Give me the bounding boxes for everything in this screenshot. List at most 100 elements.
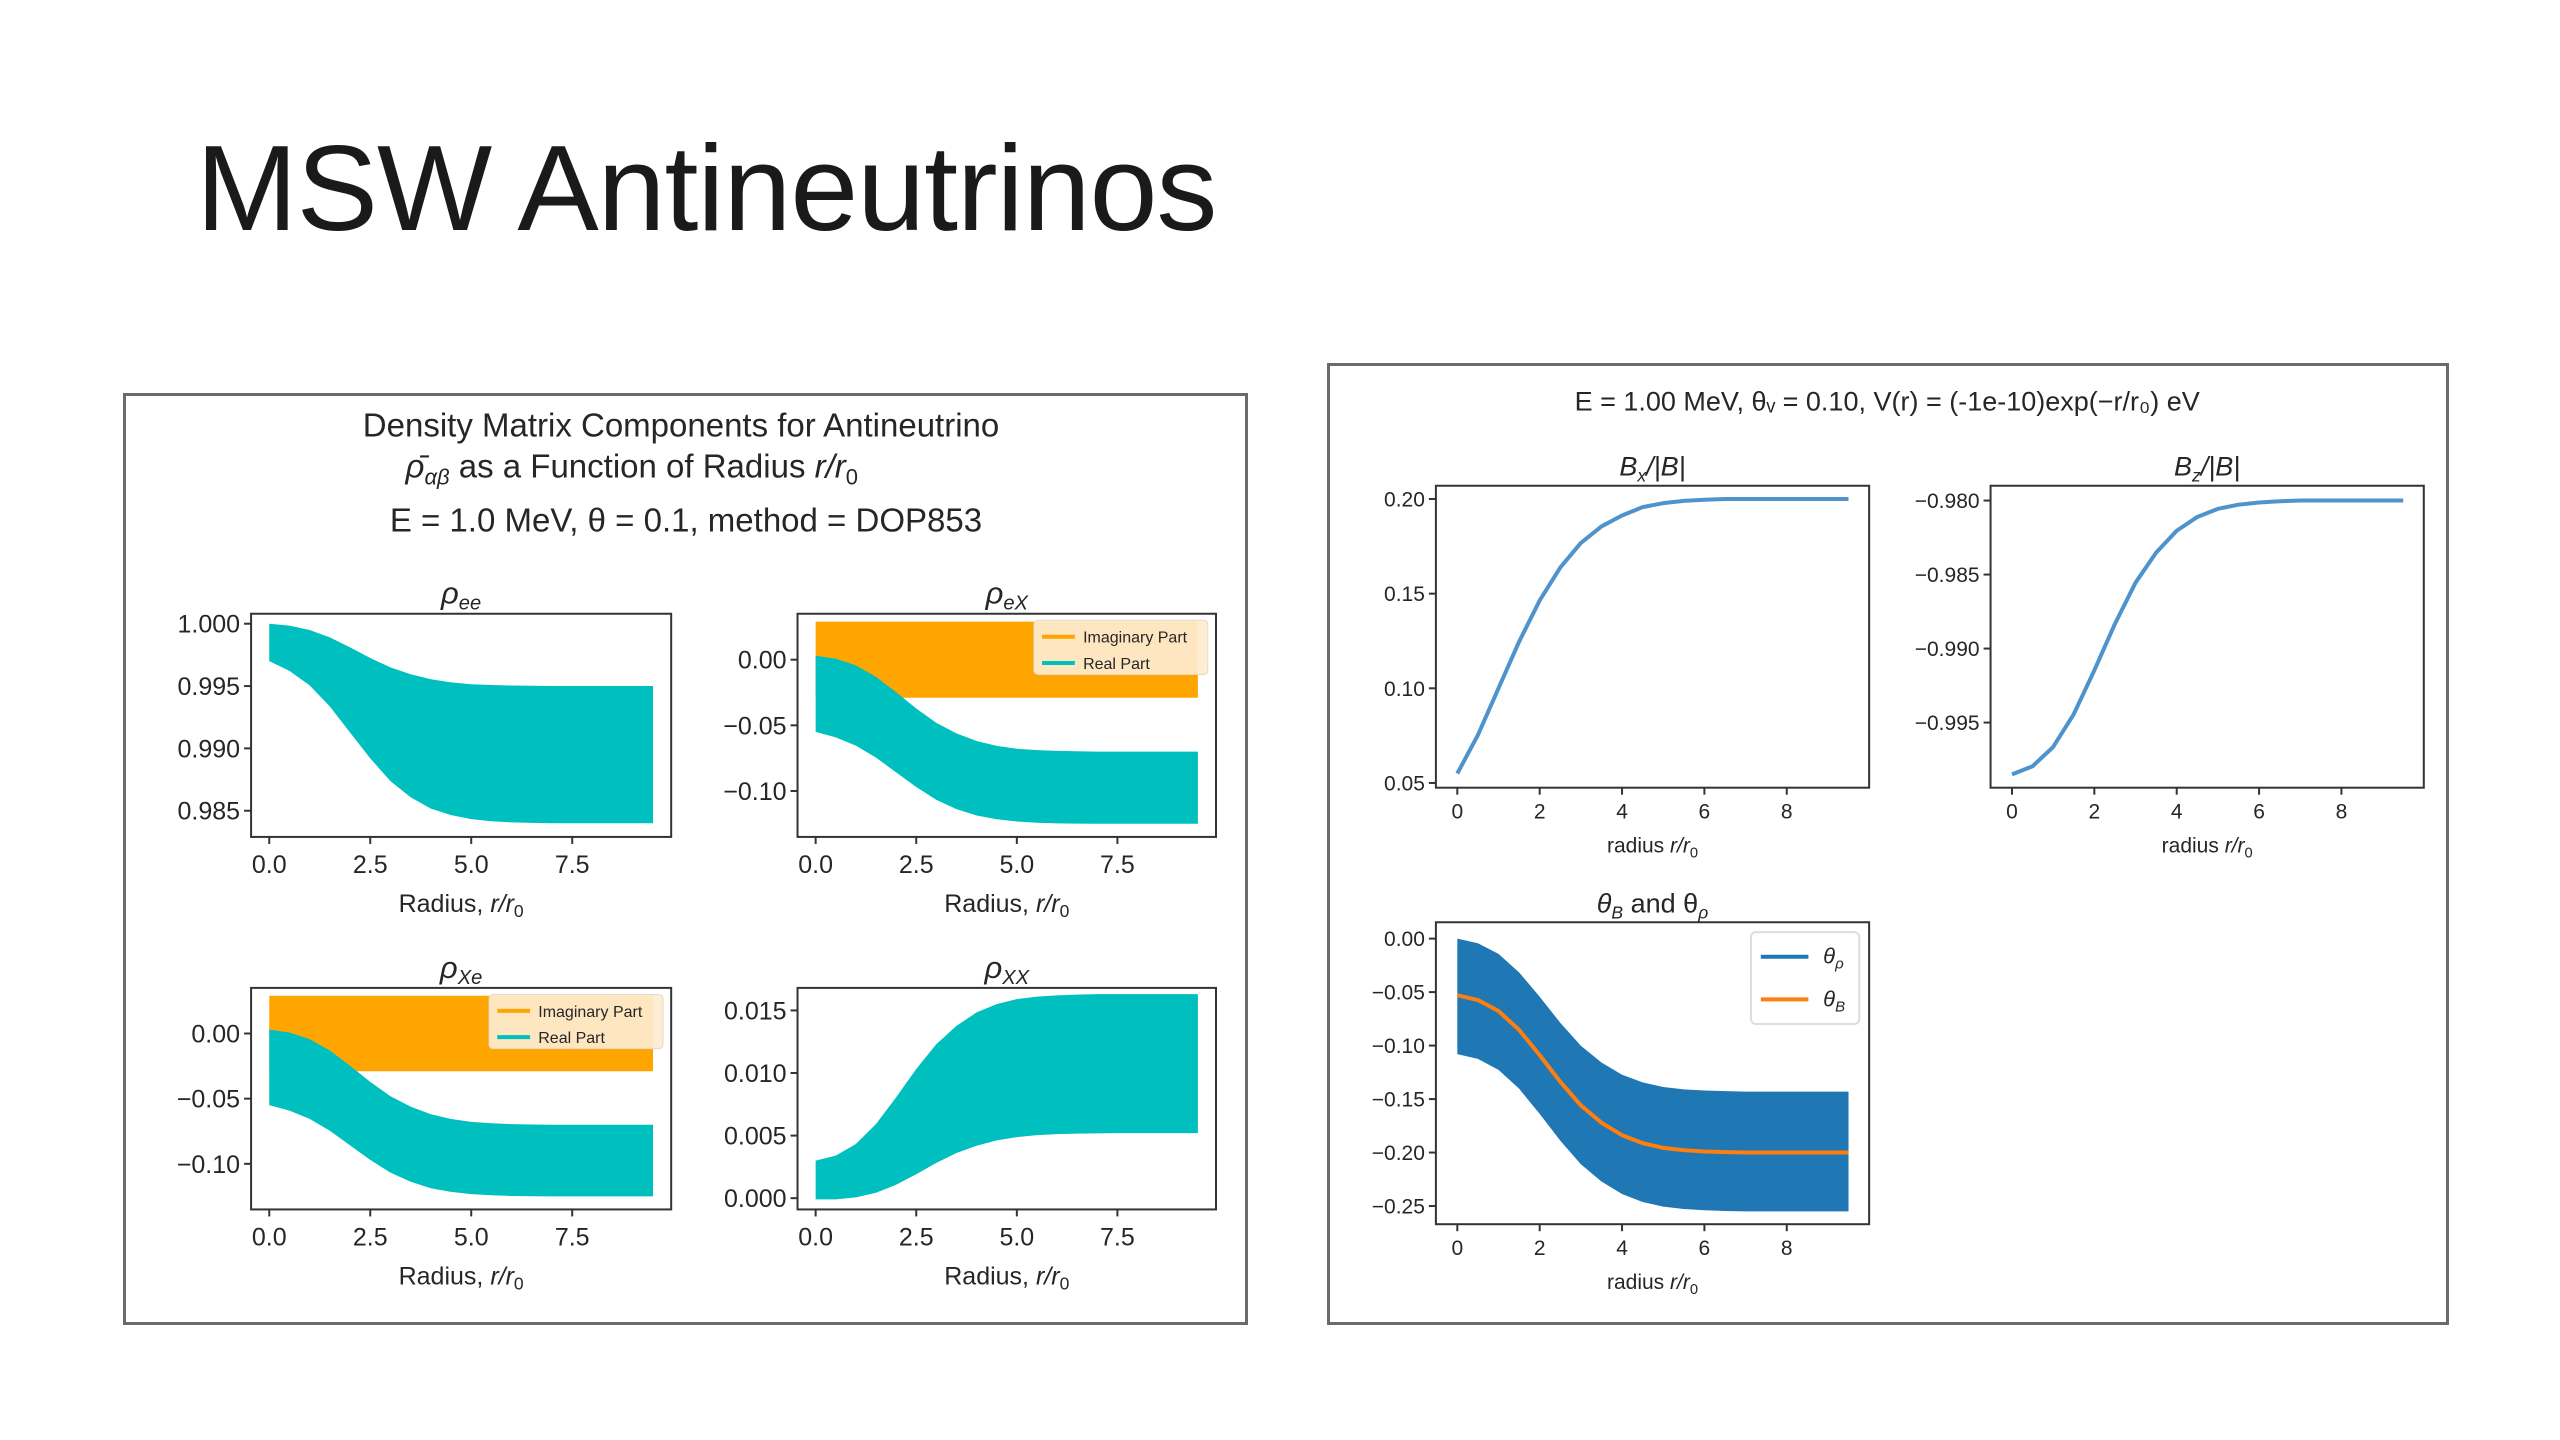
y-tick-label: 0.15 bbox=[1384, 583, 1425, 606]
y-tick-label: −0.05 bbox=[1372, 982, 1425, 1005]
legend: Imaginary Part Real Part bbox=[1033, 619, 1209, 675]
legend-label: Imaginary Part bbox=[1083, 630, 1188, 647]
y-tick-label: −0.20 bbox=[1372, 1142, 1425, 1165]
plot-area bbox=[1456, 938, 1849, 1212]
subplot-rho-ee: 0.0 2.5 5.0 7.5 0.985 0.990 0.995 1.000 Radius, … bbox=[178, 576, 673, 921]
legend-box bbox=[1033, 619, 1209, 675]
x-tick-label: 5.0 bbox=[999, 1223, 1034, 1251]
subplot-rho-xx: 0.0 2.5 5.0 7.5 0.000 0.005 0.010 0.015 Radius, … bbox=[724, 950, 1217, 1293]
plot-area bbox=[269, 623, 654, 824]
y-tick-label: −0.15 bbox=[1372, 1089, 1425, 1112]
x-tick-label: 0 bbox=[2006, 801, 2018, 824]
subplot-theta: 0 2 4 6 8 −0.25 −0.20 −0.15 −0.10 −0.05 0.00 radius… bbox=[1372, 888, 1871, 1298]
y-tick-label: −0.05 bbox=[723, 712, 786, 740]
x-tick-label: 4 bbox=[2171, 801, 2183, 824]
y-tick-label: −0.995 bbox=[1915, 712, 1980, 735]
y-tick-label: 0.000 bbox=[724, 1185, 787, 1213]
x-tick-label: 2 bbox=[1534, 801, 1546, 824]
subplot-bx: 0 2 4 6 8 0.05 0.10 0.15 0.20 radius r/r0 Bx/|B| bbox=[1384, 452, 1871, 862]
legend-label: Real Part bbox=[1083, 656, 1150, 673]
x-tick-label: 6 bbox=[1699, 801, 1711, 824]
subplot-rho-xe: 0.0 2.5 5.0 7.5 −0.10 −0.05 0.00 Radius, r/r0 ρX… bbox=[177, 950, 673, 1293]
subscript: 0 bbox=[846, 465, 858, 490]
x-axis-label: Radius, r/r0 bbox=[944, 1262, 1069, 1293]
density-matrix-figure bbox=[123, 393, 1248, 1325]
subplot-title: ρee bbox=[440, 576, 481, 615]
line-theta bbox=[1456, 993, 1849, 1155]
x-tick-label: 0.0 bbox=[252, 851, 287, 879]
y-tick-label: 1.000 bbox=[178, 611, 241, 639]
band-real-part bbox=[815, 994, 1198, 1200]
axes-frame bbox=[1434, 484, 1871, 789]
y-tick-label: 0.985 bbox=[178, 798, 241, 826]
x-tick-label: 2.5 bbox=[353, 1223, 388, 1251]
left-figure-title-line3: E = 1.0 MeV, θ = 0.1, method = DOP853 bbox=[390, 502, 982, 539]
x-tick-label: 0 bbox=[1451, 801, 1463, 824]
line-bx bbox=[1455, 496, 1849, 775]
y-tick-label: 0.990 bbox=[178, 735, 241, 763]
y-tick-label: −0.05 bbox=[177, 1086, 240, 1114]
x-axis-label: Radius, r/r0 bbox=[944, 890, 1069, 921]
y-tick-label: −0.25 bbox=[1372, 1196, 1425, 1219]
line-bz bbox=[2011, 498, 2404, 777]
right-figure-title: E = 1.00 MeV, θᵥ = 0.10, V(r) = (-1e-10)… bbox=[1575, 386, 2200, 416]
x-tick-label: 5.0 bbox=[454, 1223, 489, 1251]
field-direction-figure bbox=[1327, 363, 2449, 1325]
y-tick-label: −0.980 bbox=[1915, 490, 1980, 513]
plot-area bbox=[2011, 498, 2404, 777]
x-axis-label: radius r/r0 bbox=[1607, 1271, 1698, 1298]
legend-label: θρ bbox=[1823, 944, 1844, 973]
legend: Imaginary Part Real Part bbox=[488, 993, 664, 1050]
band-θρ bbox=[1457, 938, 1849, 1212]
y-tick-label: 0.005 bbox=[724, 1123, 787, 1151]
x-tick-label: 0.0 bbox=[252, 1223, 287, 1251]
title-text: as a Function of Radius bbox=[450, 448, 815, 485]
x-tick-label: 7.5 bbox=[555, 851, 590, 879]
band-real-part bbox=[269, 623, 654, 824]
axes-frame bbox=[1989, 484, 2425, 789]
y-tick-label: −0.10 bbox=[1372, 1035, 1425, 1058]
subplot-title: ρXX bbox=[983, 950, 1030, 989]
y-tick-label: 0.20 bbox=[1384, 489, 1425, 512]
x-tick-label: 5.0 bbox=[999, 851, 1034, 879]
y-tick-label: 0.05 bbox=[1384, 773, 1425, 796]
x-tick-label: 5.0 bbox=[454, 851, 489, 879]
subplot-title: ρeX bbox=[985, 576, 1030, 615]
x-tick-label: 2 bbox=[1534, 1237, 1546, 1260]
axes-frame bbox=[1434, 921, 1871, 1226]
y-tick-label: 0.015 bbox=[724, 997, 787, 1025]
x-tick-label: 6 bbox=[2253, 801, 2265, 824]
subplot-title: θB and θρ bbox=[1597, 888, 1708, 922]
x-tick-label: 8 bbox=[1781, 1237, 1793, 1260]
y-tick-label: 0.00 bbox=[191, 1021, 240, 1049]
plot-area bbox=[815, 994, 1198, 1200]
x-tick-label: 6 bbox=[1699, 1237, 1711, 1260]
x-tick-label: 2.5 bbox=[353, 851, 388, 879]
band-real-part bbox=[815, 655, 1198, 824]
x-tick-label: 4 bbox=[1616, 1237, 1628, 1260]
x-axis-label: Radius, r/r0 bbox=[399, 1262, 524, 1293]
subplot-title: Bz/|B| bbox=[2174, 452, 2240, 486]
legend-box bbox=[488, 993, 664, 1050]
legend-label: θB bbox=[1823, 986, 1845, 1015]
slide-title: MSW Antineutrinos bbox=[196, 120, 1217, 256]
x-tick-label: 7.5 bbox=[1100, 1223, 1135, 1251]
x-axis-label: radius r/r0 bbox=[1607, 835, 1698, 862]
subplot-rho-ex: 0.0 2.5 5.0 7.5 −0.10 −0.05 0.00 Radius, r/r0 ρe… bbox=[723, 576, 1217, 921]
legend-label: Real Part bbox=[538, 1030, 605, 1047]
x-tick-label: 8 bbox=[1781, 801, 1793, 824]
x-tick-label: 4 bbox=[1616, 801, 1628, 824]
x-tick-label: 8 bbox=[2336, 801, 2348, 824]
axes-frame bbox=[796, 986, 1217, 1211]
left-figure-title-line2: ρ̄αβ as a Function of Radius r/r0 bbox=[405, 448, 858, 490]
x-tick-label: 2.5 bbox=[899, 1223, 934, 1251]
x-tick-label: 2.5 bbox=[899, 851, 934, 879]
x-tick-label: 0 bbox=[1451, 1237, 1463, 1260]
radius-variable: r/r bbox=[815, 448, 848, 485]
y-tick-label: −0.10 bbox=[177, 1151, 240, 1179]
x-axis-label: radius r/r0 bbox=[2162, 835, 2253, 862]
legend-label: Imaginary Part bbox=[538, 1004, 643, 1021]
y-tick-label: −0.985 bbox=[1915, 564, 1980, 587]
y-tick-label: 0.010 bbox=[724, 1060, 787, 1088]
